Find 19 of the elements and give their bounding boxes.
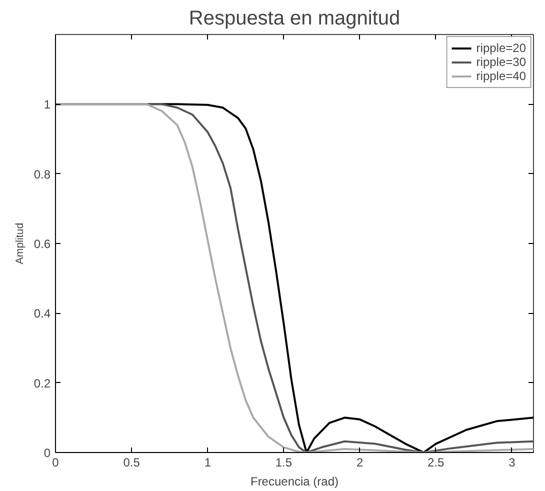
x-tick-label: 2 (356, 456, 364, 470)
chart-title: Respuesta en magnitud (188, 8, 400, 30)
x-tick-label: 3 (508, 456, 516, 470)
x-tick-label: 0.5 (123, 456, 140, 470)
y-tick-label: 0.2 (34, 376, 51, 390)
y-tick-label: 0.8 (34, 167, 51, 182)
legend-label: ripple=40 (476, 69, 526, 83)
legend-label: ripple=20 (476, 41, 526, 55)
y-tick-label: 0.4 (34, 306, 51, 321)
y-tick-label: 1 (44, 98, 51, 112)
x-tick-label: 0 (52, 456, 60, 470)
y-tick-label: 0 (44, 446, 51, 460)
y-axis-title: Amplitud (14, 222, 26, 264)
x-axis-title: Frecuencia (rad) (250, 474, 339, 488)
x-tick-label: 2.5 (428, 456, 445, 470)
legend-label: ripple=30 (476, 55, 526, 69)
x-tick-label: 1.5 (275, 456, 292, 470)
y-tick-label: 0.6 (34, 237, 51, 251)
x-tick-label: 1 (204, 456, 212, 470)
